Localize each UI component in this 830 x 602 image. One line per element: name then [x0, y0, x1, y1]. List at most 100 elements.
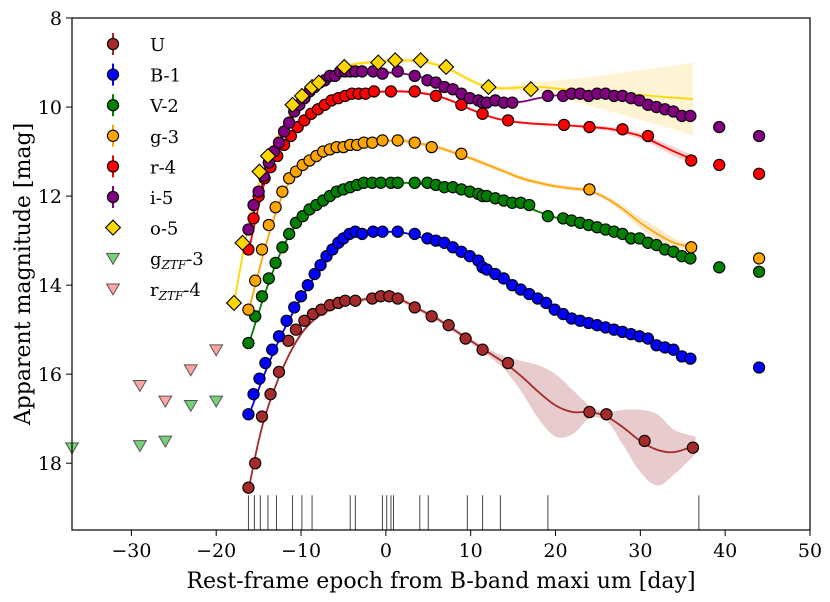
- point-4-26: [557, 118, 571, 132]
- legend-marker-6: [104, 219, 122, 236]
- point-8-1: [158, 395, 173, 408]
- point-1-3: [259, 356, 272, 370]
- point-0-21: [459, 332, 472, 345]
- x-tick-label-3: 0: [380, 540, 392, 562]
- point-6-9: [370, 54, 387, 71]
- point-6-5: [293, 87, 311, 105]
- legend-label-suffix-8: -4: [183, 280, 201, 301]
- x-axis-label: Rest-frame epoch from B-band maxi um [da…: [186, 569, 695, 594]
- point-1-6: [280, 314, 293, 327]
- y-tick-label-1: 10: [38, 97, 62, 119]
- point-2-22: [408, 176, 421, 189]
- y-tick-label-0: 8: [50, 8, 62, 30]
- point-2-2: [255, 290, 269, 303]
- point-1-5: [272, 330, 286, 343]
- x-tick-label-2: −10: [281, 540, 321, 562]
- legend-marker-2: [106, 99, 120, 112]
- point-1-18: [355, 227, 369, 241]
- point-4-20: [384, 85, 398, 98]
- x-tick-label-6: 30: [628, 540, 652, 562]
- point-6-4: [284, 96, 301, 113]
- band-3: [248, 138, 693, 315]
- point-3-23: [455, 147, 468, 160]
- point-0-25: [600, 408, 613, 421]
- point-5-56: [713, 120, 726, 134]
- spectra-epoch-markers: [247, 495, 700, 530]
- point-5-57: [752, 129, 766, 143]
- point-7-1: [132, 440, 148, 453]
- fit-curve-0: [247, 295, 696, 491]
- legend-marker-4: [106, 160, 120, 173]
- point-4-22: [429, 89, 443, 103]
- point-1-0: [242, 408, 255, 421]
- point-6-10: [387, 52, 404, 69]
- point-0-7: [298, 314, 311, 327]
- y-axis-label: Apparent magnitude [mag]: [11, 123, 36, 426]
- point-0-18: [408, 301, 421, 314]
- point-5-25: [391, 65, 404, 78]
- legend-label-main-6: o-5: [150, 219, 178, 240]
- legend-label-main-7: g: [150, 249, 162, 270]
- x-tick-label-4: 10: [459, 540, 483, 562]
- point-4-24: [476, 107, 489, 120]
- legend-marker-7: [105, 252, 121, 266]
- point-6-13: [480, 78, 497, 96]
- point-4-21: [408, 85, 421, 98]
- point-8-2: [183, 364, 199, 377]
- point-6-7: [310, 74, 328, 91]
- legend-label-8: rZTF-4: [150, 280, 201, 303]
- legend-label-suffix-7: -3: [186, 249, 204, 270]
- point-1-38: [540, 296, 553, 310]
- point-1-20: [376, 225, 389, 238]
- point-6-0: [225, 294, 243, 312]
- point-3-19: [376, 134, 389, 147]
- point-5-2: [252, 185, 265, 198]
- band-0: [248, 293, 696, 493]
- point-5-8: [283, 116, 296, 129]
- point-1-2: [253, 372, 266, 385]
- point-1-7: [288, 301, 301, 314]
- point-0-27: [686, 441, 700, 454]
- band-6: [234, 58, 693, 306]
- legend-label-0: U: [150, 35, 165, 56]
- point-5-22: [355, 65, 369, 78]
- legend-label-main-0: U: [150, 35, 165, 56]
- legend-label-main-5: i-5: [150, 188, 173, 209]
- point-0-0: [242, 481, 255, 494]
- point-0-4: [272, 365, 286, 379]
- y-axis-ticks: 8 10 12 14 16 18: [38, 8, 72, 475]
- legend-label-main-2: V-2: [149, 96, 179, 117]
- x-tick-label-7: 40: [713, 540, 737, 562]
- y-tick-label-2: 12: [38, 186, 62, 208]
- point-2-0: [242, 336, 255, 350]
- point-4-28: [616, 123, 629, 136]
- legend-label-main-8: r: [150, 280, 159, 301]
- legend-marker-0: [106, 37, 120, 51]
- point-0-6: [289, 323, 303, 336]
- legend-label-1: B-1: [150, 66, 181, 87]
- point-8-3: [208, 344, 224, 357]
- point-3-21: [408, 136, 421, 149]
- point-2-6: [283, 227, 296, 241]
- point-6-1: [234, 234, 251, 252]
- legend-label-sub-7: ZTF: [161, 258, 187, 272]
- point-3-0: [242, 303, 255, 316]
- point-6-3: [259, 147, 277, 165]
- point-4-1: [247, 212, 260, 225]
- legend-label-main-4: r-4: [150, 157, 176, 178]
- y-tick-label-4: 16: [38, 364, 62, 386]
- point-0-20: [442, 319, 455, 332]
- legend-marker-5: [106, 190, 120, 204]
- point-6-14: [522, 81, 540, 98]
- point-6-11: [412, 52, 429, 69]
- point-1-56: [752, 361, 766, 374]
- legend-label-7: gZTF-3: [150, 249, 204, 272]
- point-5-38: [506, 96, 519, 109]
- point-4-32: [752, 167, 766, 180]
- point-4-30: [685, 154, 698, 167]
- point-0-23: [501, 356, 515, 370]
- legend-label-4: r-4: [150, 157, 176, 178]
- point-2-4: [269, 256, 282, 270]
